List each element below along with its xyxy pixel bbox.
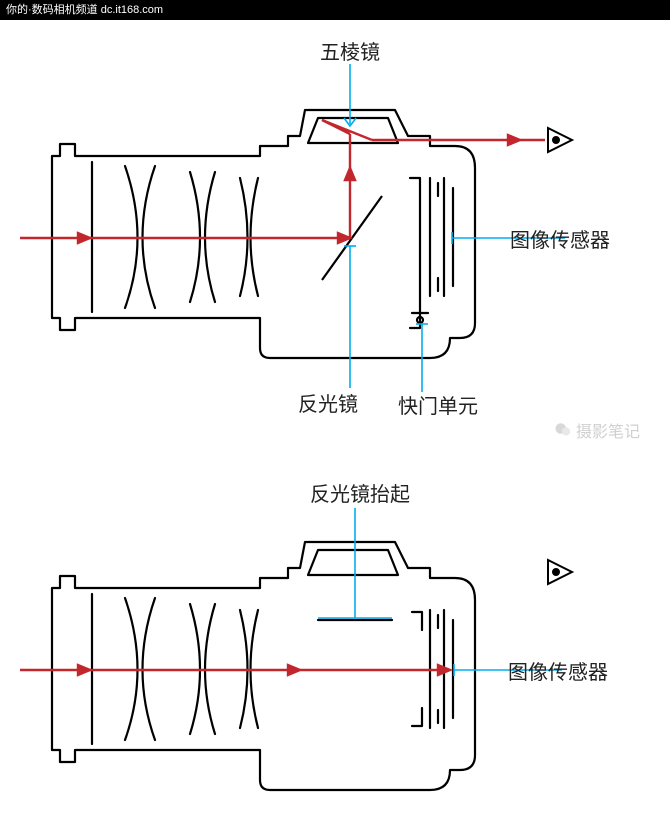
label-pentaprism: 五棱镜	[320, 36, 380, 65]
wechat-icon	[554, 421, 572, 439]
label-shutter: 快门单元	[398, 390, 478, 419]
page-header: 你的·数码相机频道 dc.it168.com	[0, 0, 670, 20]
diagram-mirror-up: 反光镜抬起 图像传感器	[0, 470, 670, 810]
watermark-text-1: 摄影笔记	[576, 418, 640, 442]
label-sensor-2: 图像传感器	[508, 656, 608, 685]
diagram-mirror-down: 五棱镜 图像传感器 反光镜 快门单元 摄影笔记	[0, 28, 670, 428]
watermark-1: 摄影笔记	[554, 418, 640, 442]
camera-cross-section-2	[0, 470, 670, 810]
header-text: 你的·数码相机频道 dc.it168.com	[6, 4, 163, 16]
label-sensor-1: 图像传感器	[510, 224, 610, 253]
label-mirror-up: 反光镜抬起	[310, 478, 410, 507]
label-mirror: 反光镜	[298, 388, 358, 417]
